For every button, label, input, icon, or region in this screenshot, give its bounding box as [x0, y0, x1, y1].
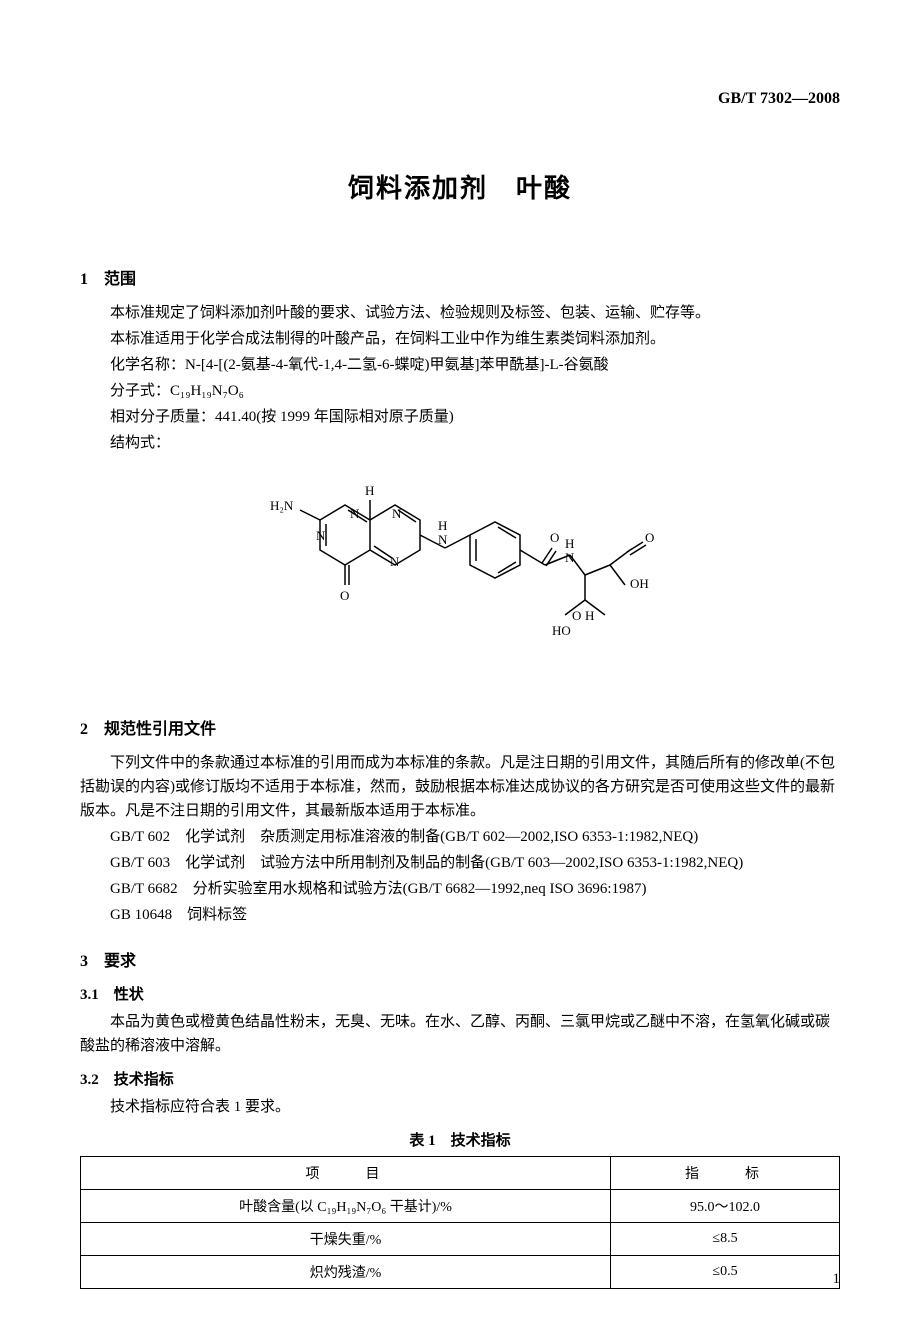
section-3-heading: 3 要求	[80, 947, 840, 971]
table-cell-value: ≤8.5	[611, 1223, 840, 1256]
section-1-p2: 本标准适用于化学合成法制得的叶酸产品，在饲料工业中作为维生素类饲料添加剂。	[80, 327, 840, 351]
table-cell-value: 95.0～102.0	[611, 1190, 840, 1223]
svg-text:H₂N: H₂N	[270, 498, 294, 513]
section-3-1-p1: 本品为黄色或橙黄色结晶性粉末，无臭、无味。在水、乙醇、丙酮、三氯甲烷或乙醚中不溶…	[80, 1010, 840, 1058]
section-2-ref4: GB 10648 饲料标签	[80, 903, 840, 927]
page-number: 1	[833, 1271, 841, 1288]
svg-text:O: O	[572, 608, 581, 623]
svg-text:O: O	[645, 530, 654, 545]
svg-text:N: N	[438, 532, 448, 547]
svg-text:H: H	[365, 483, 374, 498]
document-title: 饲料添加剂 叶酸	[80, 168, 840, 205]
svg-text:N: N	[390, 554, 400, 569]
section-3-2-p1: 技术指标应符合表 1 要求。	[80, 1095, 840, 1119]
document-code: GB/T 7302—2008	[80, 90, 840, 108]
section-3-2-heading: 3.2 技术指标	[80, 1068, 840, 1089]
section-1-heading: 1 范围	[80, 265, 840, 289]
table-cell-value: ≤0.5	[611, 1256, 840, 1289]
svg-text:N: N	[350, 506, 360, 521]
table-1: 项 目 指 标 叶酸含量(以 C₁₉H₁₉N₇O₆ 干基计)/% 95.0～10…	[80, 1156, 840, 1289]
table-cell-item: 干燥失重/%	[81, 1223, 611, 1256]
section-2-ref3: GB/T 6682 分析实验室用水规格和试验方法(GB/T 6682—1992,…	[80, 877, 840, 901]
svg-text:O: O	[550, 530, 559, 545]
table-cell-item: 叶酸含量(以 C₁₉H₁₉N₇O₆ 干基计)/%	[81, 1190, 611, 1223]
section-2-ref1: GB/T 602 化学试剂 杂质测定用标准溶液的制备(GB/T 602—2002…	[80, 825, 840, 849]
svg-text:H: H	[585, 608, 594, 623]
svg-text:N: N	[316, 528, 326, 543]
table-row: 炽灼残渣/% ≤0.5	[81, 1256, 840, 1289]
section-2-p1: 下列文件中的条款通过本标准的引用而成为本标准的条款。凡是注日期的引用文件，其随后…	[80, 751, 840, 823]
table-row: 叶酸含量(以 C₁₉H₁₉N₇O₆ 干基计)/% 95.0～102.0	[81, 1190, 840, 1223]
svg-text:HO: HO	[552, 623, 571, 638]
table-row: 干燥失重/% ≤8.5	[81, 1223, 840, 1256]
section-1-p4: 分子式：C₁₉H₁₉N₇O₆	[80, 379, 840, 403]
table-header-row: 项 目 指 标	[81, 1157, 840, 1190]
table-header-value: 指 标	[611, 1157, 840, 1190]
chemical-structure: H₂N H N N N N O H N H N O O OH O H HO	[80, 470, 840, 695]
section-1-p3: 化学名称：N-[4-[(2-氨基-4-氧代-1,4-二氢-6-蝶啶)甲氨基]苯甲…	[80, 353, 840, 377]
svg-text:OH: OH	[630, 576, 649, 591]
svg-text:N: N	[565, 550, 575, 565]
svg-text:H: H	[565, 536, 574, 551]
section-1-p5: 相对分子质量：441.40(按 1999 年国际相对原子质量)	[80, 405, 840, 429]
section-2-heading: 2 规范性引用文件	[80, 715, 840, 739]
section-1-p1: 本标准规定了饲料添加剂叶酸的要求、试验方法、检验规则及标签、包装、运输、贮存等。	[80, 301, 840, 325]
table-header-item: 项 目	[81, 1157, 611, 1190]
svg-text:N: N	[392, 506, 402, 521]
section-3-1-heading: 3.1 性状	[80, 983, 840, 1004]
svg-text:H: H	[438, 518, 447, 533]
section-1-p6: 结构式：	[80, 431, 840, 455]
table-1-caption: 表 1 技术指标	[80, 1129, 840, 1150]
section-2-ref2: GB/T 603 化学试剂 试验方法中所用制剂及制品的制备(GB/T 603—2…	[80, 851, 840, 875]
svg-text:O: O	[340, 588, 349, 603]
table-cell-item: 炽灼残渣/%	[81, 1256, 611, 1289]
